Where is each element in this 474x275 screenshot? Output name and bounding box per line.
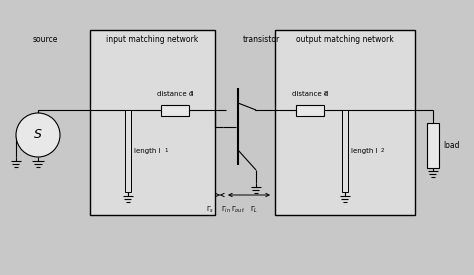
Circle shape: [16, 113, 60, 157]
Bar: [90, 30, 215, 215]
Text: $\Gamma_L$: $\Gamma_L$: [250, 205, 259, 215]
Bar: [342, 110, 348, 192]
Text: source: source: [33, 35, 58, 45]
Text: 1: 1: [164, 148, 167, 153]
Text: distance d: distance d: [292, 91, 328, 97]
Text: 2: 2: [381, 148, 384, 153]
Text: 2: 2: [324, 91, 328, 96]
Text: distance d: distance d: [157, 91, 193, 97]
Text: load: load: [443, 141, 459, 150]
Bar: [427, 122, 439, 167]
Bar: [275, 30, 415, 215]
Text: output matching network: output matching network: [296, 35, 394, 45]
Bar: [296, 104, 324, 116]
Text: S: S: [34, 128, 42, 142]
Text: $\Gamma_s$: $\Gamma_s$: [206, 205, 215, 215]
Text: 1: 1: [189, 91, 192, 96]
Text: length l: length l: [351, 148, 378, 154]
Text: transistor: transistor: [243, 35, 280, 45]
Text: input matching network: input matching network: [106, 35, 199, 45]
Text: length l: length l: [134, 148, 161, 154]
Bar: [161, 104, 189, 116]
Bar: [125, 110, 131, 192]
Text: $\Gamma_{in}$: $\Gamma_{in}$: [221, 205, 231, 215]
Text: $\Gamma_{out}$: $\Gamma_{out}$: [231, 205, 246, 215]
